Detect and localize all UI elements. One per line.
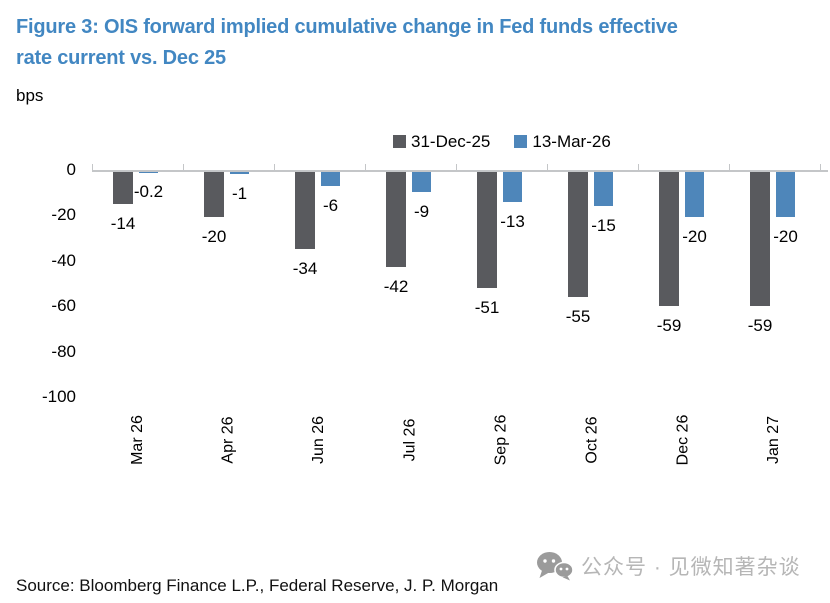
chart-legend: 31-Dec-25 13-Mar-26 xyxy=(393,133,611,150)
legend-item-31-dec-25: 31-Dec-25 xyxy=(393,133,490,150)
watermark: 公众号 · 见微知著杂谈 xyxy=(536,551,801,581)
legend-swatch-31-dec-25 xyxy=(393,135,406,148)
x-axis-label-text: Sep 26 xyxy=(492,414,510,466)
x-axis-label-text: Apr 26 xyxy=(219,416,237,464)
x-axis-label-text: Dec 26 xyxy=(674,414,692,466)
x-axis-label-text: Mar 26 xyxy=(128,415,146,465)
bar-label-13-mar-26: -15 xyxy=(591,216,616,236)
figure-title-line1: Figure 3: OIS forward implied cumulative… xyxy=(16,16,678,38)
y-axis-units-label: bps xyxy=(16,86,44,105)
x-axis-label: Jan 27 xyxy=(735,404,815,476)
figure-title: Figure 3: OIS forward implied cumulative… xyxy=(16,12,816,74)
axis-tick xyxy=(365,164,366,170)
x-axis-label: Sep 26 xyxy=(462,404,542,476)
bar-label-13-mar-26: -13 xyxy=(500,211,525,231)
legend-label-31-dec-25: 31-Dec-25 xyxy=(411,132,491,151)
bar-label-31-dec-25: -34 xyxy=(292,259,318,279)
wechat-icon xyxy=(537,552,574,581)
x-axis-label: Oct 26 xyxy=(553,404,633,476)
bar-label-13-mar-26: -9 xyxy=(413,202,430,222)
figure-title-line2: rate current vs. Dec 25 xyxy=(16,47,226,69)
x-axis-label-text: Jul 26 xyxy=(401,418,419,462)
axis-tick xyxy=(456,164,457,170)
bar-31-dec-25 xyxy=(295,172,315,250)
bar-label-31-dec-25: -20 xyxy=(201,227,227,247)
x-axis-label-text: Jan 27 xyxy=(765,415,783,465)
bar-13-mar-26 xyxy=(594,172,613,207)
source-note: Source: Bloomberg Finance L.P., Federal … xyxy=(16,576,499,595)
bar-label-31-dec-25: -55 xyxy=(565,306,591,326)
legend-item-13-mar-26: 13-Mar-26 xyxy=(514,132,611,151)
y-axis-tick-label: 0 xyxy=(66,160,76,179)
x-axis-label-text: Jun 26 xyxy=(310,415,328,465)
bar-label-13-mar-26: -1 xyxy=(231,184,248,204)
axis-tick xyxy=(92,164,93,170)
bar-label-31-dec-25: -59 xyxy=(656,315,682,335)
bar-13-mar-26 xyxy=(412,172,431,193)
bar-label-13-mar-26: -6 xyxy=(322,195,339,215)
bar-label-31-dec-25: -42 xyxy=(383,277,409,297)
x-axis-label: Apr 26 xyxy=(189,404,269,476)
bar-31-dec-25 xyxy=(113,172,133,204)
watermark-text: 公众号 · 见微知著杂谈 xyxy=(581,556,801,579)
bar-label-31-dec-25: -59 xyxy=(747,315,773,335)
bar-13-mar-26 xyxy=(776,172,795,218)
x-axis-label: Dec 26 xyxy=(644,404,724,476)
bar-13-mar-26 xyxy=(230,172,249,175)
bar-13-mar-26 xyxy=(503,172,522,202)
bar-31-dec-25 xyxy=(204,172,224,218)
axis-tick xyxy=(638,164,639,170)
x-axis-label: Jun 26 xyxy=(280,404,360,476)
bar-31-dec-25 xyxy=(477,172,497,288)
y-axis-tick-label: -100 xyxy=(41,387,76,406)
y-axis-tick-label: -60 xyxy=(51,296,76,316)
y-axis-tick-label: -20 xyxy=(51,205,76,225)
axis-tick xyxy=(729,164,730,170)
bar-label-13-mar-26: -20 xyxy=(773,227,798,247)
x-axis-line xyxy=(92,170,828,172)
axis-tick xyxy=(183,164,184,170)
bar-label-13-mar-26: -20 xyxy=(682,227,707,247)
bar-13-mar-26 xyxy=(321,172,340,186)
x-axis-label: Jul 26 xyxy=(371,404,451,476)
x-axis-label: Mar 26 xyxy=(98,404,178,476)
bar-31-dec-25 xyxy=(386,172,406,268)
bar-13-mar-26 xyxy=(685,172,704,218)
bar-label-31-dec-25: -51 xyxy=(474,297,500,317)
y-axis-tick-label: -80 xyxy=(51,341,76,361)
bar-label-31-dec-25: -14 xyxy=(110,213,136,233)
axis-tick xyxy=(274,164,275,170)
bar-label-13-mar-26: -0.2 xyxy=(133,182,164,202)
x-axis-label-text: Oct 26 xyxy=(583,416,601,464)
y-axis-tick-label: -40 xyxy=(51,250,76,270)
legend-label-13-mar-26: 13-Mar-26 xyxy=(532,132,611,151)
axis-tick xyxy=(547,164,548,170)
bar-31-dec-25 xyxy=(568,172,588,297)
axis-tick xyxy=(820,164,821,170)
bar-31-dec-25 xyxy=(750,172,770,306)
legend-swatch-13-mar-26 xyxy=(514,135,528,148)
bar-31-dec-25 xyxy=(659,172,679,306)
